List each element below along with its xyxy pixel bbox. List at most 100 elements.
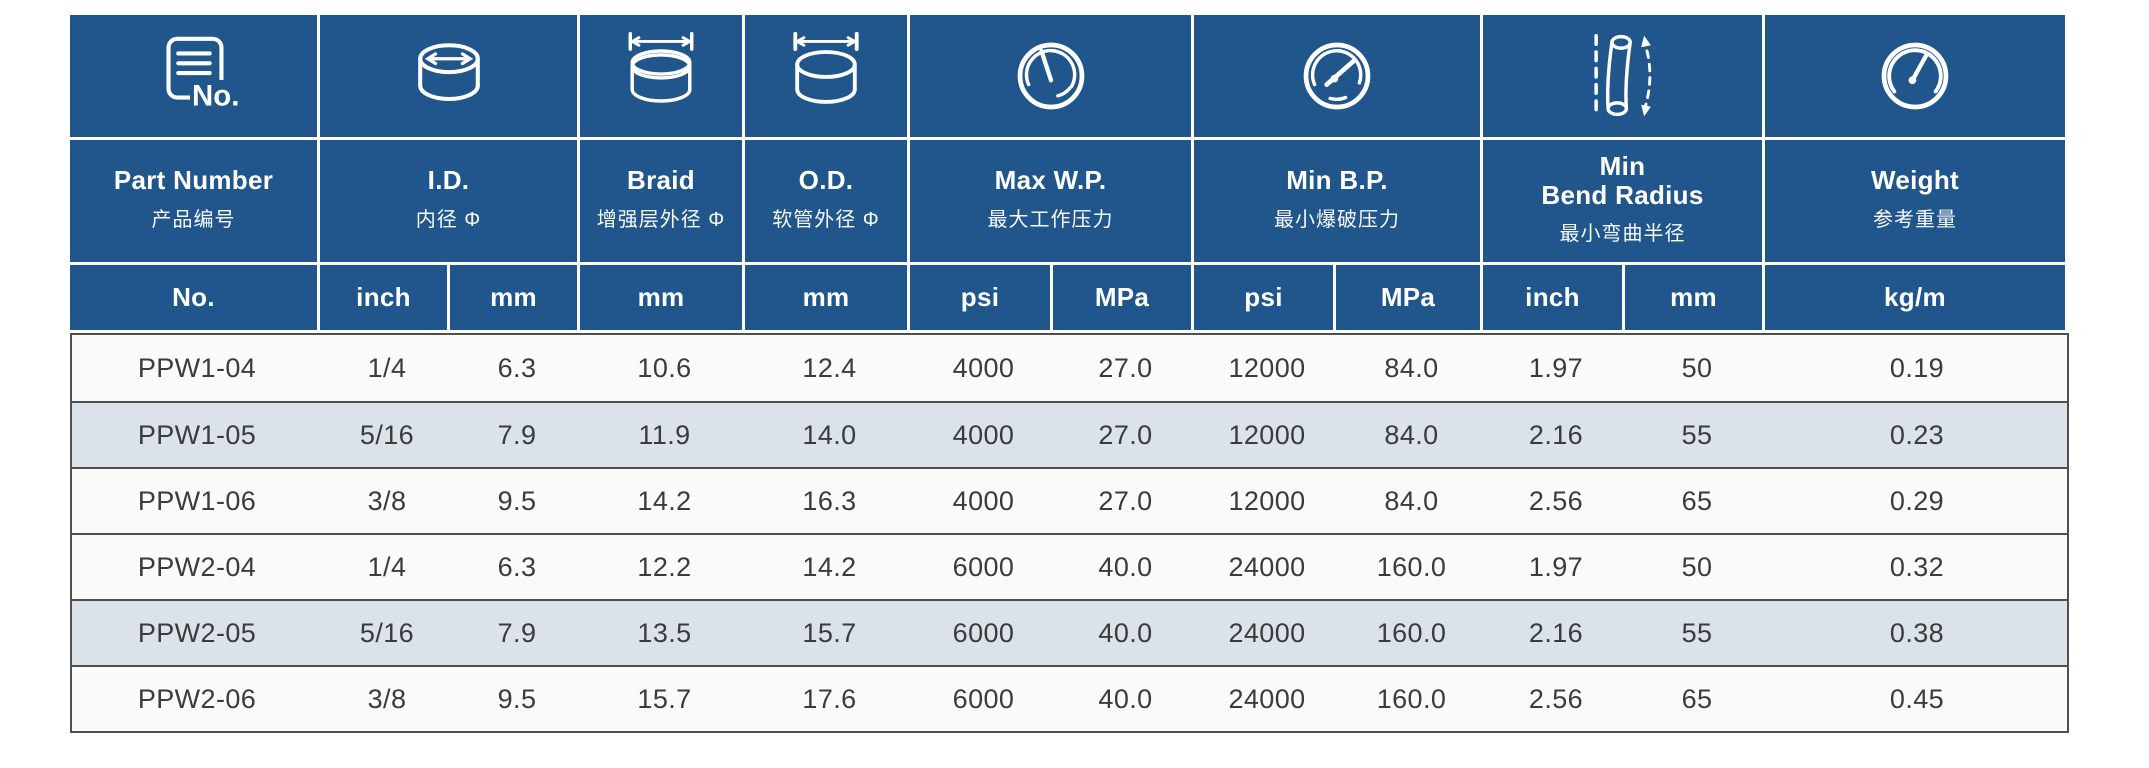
data-cell: 14.0 [747,401,912,467]
unit-label: MPa [1380,282,1436,312]
data-cell: 55 [1627,401,1767,467]
table-body: PPW1-04 1/4 6.3 10.6 12.4 4000 27.0 1200… [70,333,2069,733]
data-cell: 10.6 [582,335,747,401]
group-sub-label: 最小弯曲半径 [1559,223,1686,246]
data-cell: 6000 [912,599,1055,665]
data-cell: 17.6 [747,665,912,731]
svg-text:No.: No. [192,79,239,112]
data-cell: 27.0 [1055,467,1196,533]
unit-cell-mbr-mm: mm [1625,265,1765,333]
data-cell: 1.97 [1485,533,1627,599]
data-cell: 4000 [912,401,1055,467]
data-cell: 1/4 [322,533,452,599]
group-label: O.D. [798,165,854,196]
header-group-part-number: Part Number 产品编号 [70,140,320,265]
data-cell: 24000 [1196,533,1338,599]
data-cell: 1.97 [1485,335,1627,401]
data-cell: 84.0 [1338,467,1485,533]
group-label: Weight [1871,165,1959,196]
data-cell: 9.5 [452,665,582,731]
unit-label: mm [637,282,685,312]
data-cell: 0.45 [1767,665,2067,731]
data-cell: 160.0 [1338,665,1485,731]
data-cell: 50 [1627,533,1767,599]
data-cell: 27.0 [1055,401,1196,467]
data-cell: 6000 [912,533,1055,599]
data-cell-part-number: PPW2-04 [72,533,322,599]
unit-label: No. [172,282,215,312]
unit-cell-braid-mm: mm [580,265,745,333]
group-sub-label: 产品编号 [151,208,236,231]
data-cell: 6.3 [452,335,582,401]
part-number-list-icon: No. [165,36,239,114]
data-cell: 12.4 [747,335,912,401]
data-cell: 50 [1627,335,1767,401]
data-cell: 40.0 [1055,599,1196,665]
outer-diameter-cylinder-icon [793,31,859,104]
header-group-braid: Braid 增强层外径 Φ [580,140,745,265]
data-cell: 2.16 [1485,599,1627,665]
data-cell-part-number: PPW1-05 [72,401,322,467]
data-cell: 40.0 [1055,533,1196,599]
unit-cell-maxwp-psi: psi [910,265,1053,333]
header-icon-cell-braid [580,15,745,140]
data-cell-part-number: PPW2-05 [72,599,322,665]
data-cell: 3/8 [322,665,452,731]
data-cell: 12000 [1196,335,1338,401]
unit-label: MPa [1094,282,1150,312]
data-cell: 84.0 [1338,401,1485,467]
data-cell: 4000 [912,467,1055,533]
data-cell: 6.3 [452,533,582,599]
min-burst-pressure-gauge-icon [1303,42,1371,110]
data-cell: 0.32 [1767,533,2067,599]
unit-cell-no: No. [70,265,320,333]
data-cell: 0.29 [1767,467,2067,533]
unit-label: psi [960,282,1000,312]
data-cell: 12000 [1196,401,1338,467]
data-cell: 1/4 [322,335,452,401]
header-group-min-bend-radius: Min Bend Radius 最小弯曲半径 [1483,140,1765,265]
group-sub-label: 最大工作压力 [987,208,1114,231]
min-bend-radius-icon [1593,33,1651,117]
data-cell: 7.9 [452,401,582,467]
data-cell-part-number: PPW1-06 [72,467,322,533]
data-cell: 12000 [1196,467,1338,533]
unit-label: mm [490,282,537,312]
data-cell: 27.0 [1055,335,1196,401]
table-header: No. [70,15,2069,333]
data-cell: 160.0 [1338,533,1485,599]
weight-gauge-icon [1881,42,1949,110]
unit-cell-id-inch: inch [320,265,450,333]
data-cell: 24000 [1196,665,1338,731]
data-cell: 0.23 [1767,401,2067,467]
group-label: Braid [627,165,695,196]
data-cell: 4000 [912,335,1055,401]
header-icon-cell-weight [1765,15,2065,140]
group-sub-label: 软管外径 Φ [772,208,880,231]
group-label: Min Bend Radius [1541,150,1704,210]
data-cell: 40.0 [1055,665,1196,731]
data-cell: 84.0 [1338,335,1485,401]
unit-label: inch [356,282,411,312]
data-cell: 0.19 [1767,335,2067,401]
unit-cell-minbp-psi: psi [1194,265,1336,333]
data-cell: 13.5 [582,599,747,665]
unit-cell-mbr-inch: inch [1483,265,1625,333]
data-cell: 14.2 [747,533,912,599]
data-cell: 15.7 [747,599,912,665]
header-icon-cell-min-bend-radius [1483,15,1765,140]
header-icon-cell-od [745,15,910,140]
header-group-min-bp: Min B.P. 最小爆破压力 [1194,140,1483,265]
data-cell: 16.3 [747,467,912,533]
data-cell: 11.9 [582,401,747,467]
unit-label: kg/m [1884,282,1946,312]
data-cell-part-number: PPW1-04 [72,335,322,401]
data-cell-part-number: PPW2-06 [72,665,322,731]
unit-cell-od-mm: mm [745,265,910,333]
data-cell: 65 [1627,665,1767,731]
data-cell: 24000 [1196,599,1338,665]
unit-cell-id-mm: mm [450,265,580,333]
data-cell: 12.2 [582,533,747,599]
unit-cell-weight-kgm: kg/m [1765,265,2065,333]
header-icon-cell-part-number: No. [70,15,320,140]
